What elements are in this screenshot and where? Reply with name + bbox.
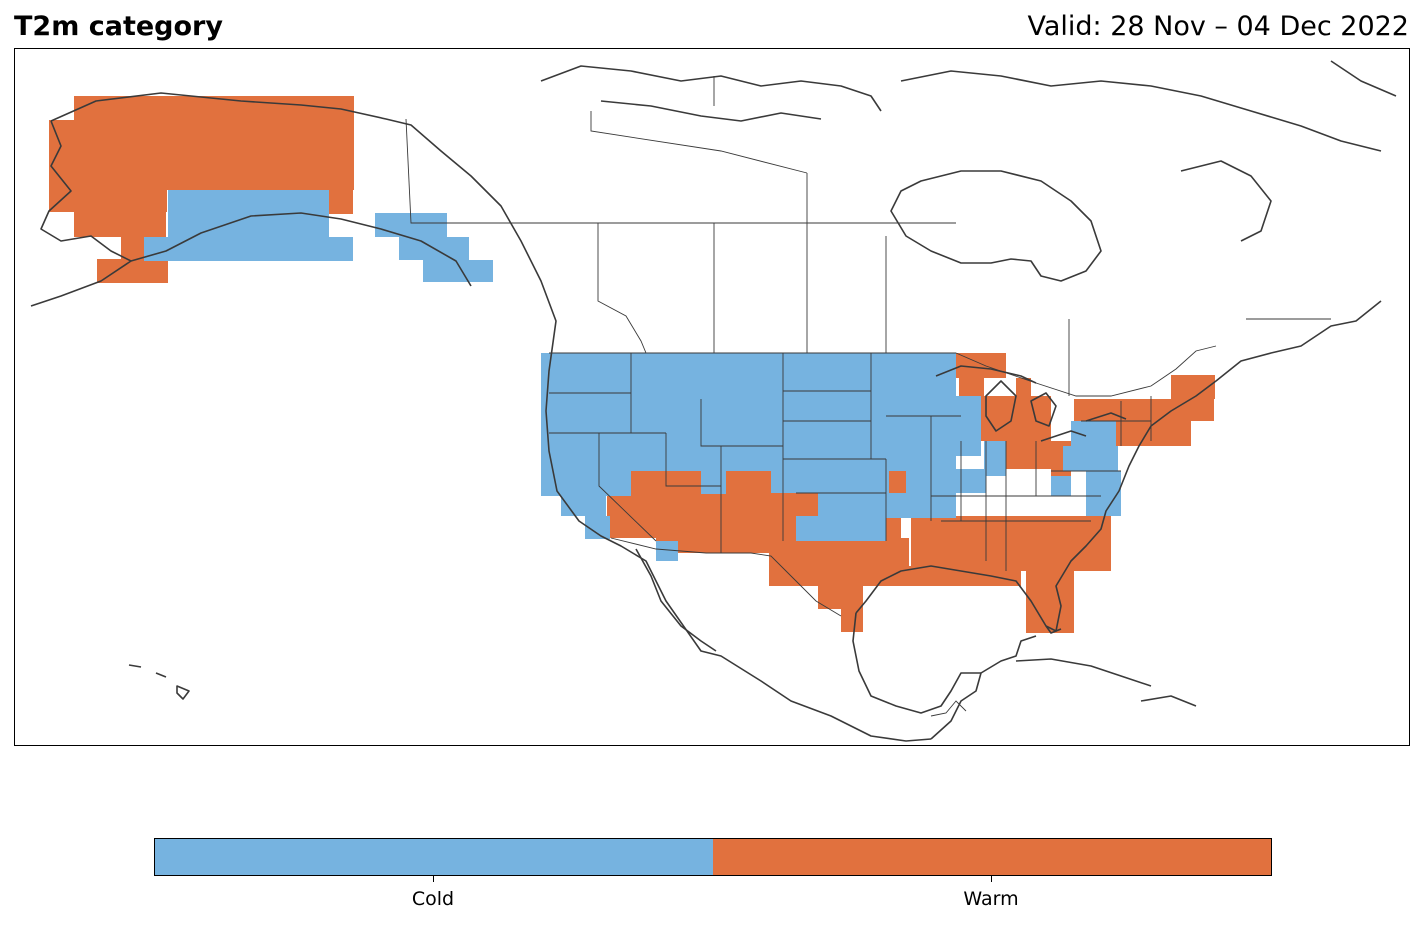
map-panel [14, 48, 1410, 746]
legend-swatch-cold [155, 839, 713, 875]
cold-cell [771, 469, 889, 493]
cold-cell [656, 541, 678, 561]
cold-cell [585, 516, 610, 539]
legend-label-cold: Cold [411, 888, 455, 910]
warm-cell [981, 396, 1051, 441]
cold-cell [818, 493, 888, 516]
warm-cell [1026, 541, 1051, 571]
cold-cell [541, 353, 956, 471]
cold-cell [1051, 476, 1071, 496]
cold-anomaly-cells [144, 190, 1121, 561]
coastlines [30, 60, 1397, 742]
legend-swatch-warm [713, 839, 1271, 875]
warm-cell [959, 378, 984, 398]
cold-cell [906, 469, 986, 493]
legend-tick-warm [991, 876, 992, 882]
warm-cell [329, 190, 353, 214]
warm-cell [1116, 421, 1191, 446]
warm-cell [74, 190, 166, 237]
warm-cell [1074, 399, 1214, 421]
warm-anomaly-cells [49, 96, 1215, 633]
valid-period: Valid: 28 Nov – 04 Dec 2022 [1027, 11, 1409, 42]
cold-cell [984, 441, 1006, 476]
warm-cell [726, 469, 771, 494]
cold-cell [1086, 471, 1121, 516]
cold-cell [423, 260, 493, 282]
legend-label-warm: Warm [963, 888, 1019, 910]
map-title: T2m category [14, 11, 223, 42]
warm-cell [97, 259, 168, 283]
warm-cell [1006, 441, 1051, 469]
warm-cell [956, 353, 1006, 378]
warm-cell [886, 516, 901, 541]
warm-cell [889, 469, 911, 493]
warm-cell [1051, 516, 1096, 541]
cold-cell [956, 396, 981, 456]
warm-cell [901, 566, 1021, 586]
warm-cell [1026, 571, 1074, 633]
warm-cell [818, 586, 863, 609]
legend-tick-cold [433, 876, 434, 882]
cold-cell [1063, 446, 1118, 471]
north-america-map [30, 60, 1397, 742]
cold-cell [144, 237, 353, 261]
legend-colorbar [154, 838, 1272, 876]
cold-cell [701, 469, 726, 494]
political-borders [405, 76, 1331, 717]
cold-cell [886, 493, 956, 518]
warm-cell [1091, 516, 1106, 536]
warm-cell [1016, 378, 1031, 398]
warm-cell [796, 493, 818, 516]
cold-cell [796, 516, 886, 541]
warm-cell [121, 237, 145, 261]
warm-cell [769, 538, 909, 586]
warm-cell [607, 493, 657, 538]
warm-cell [841, 609, 863, 632]
